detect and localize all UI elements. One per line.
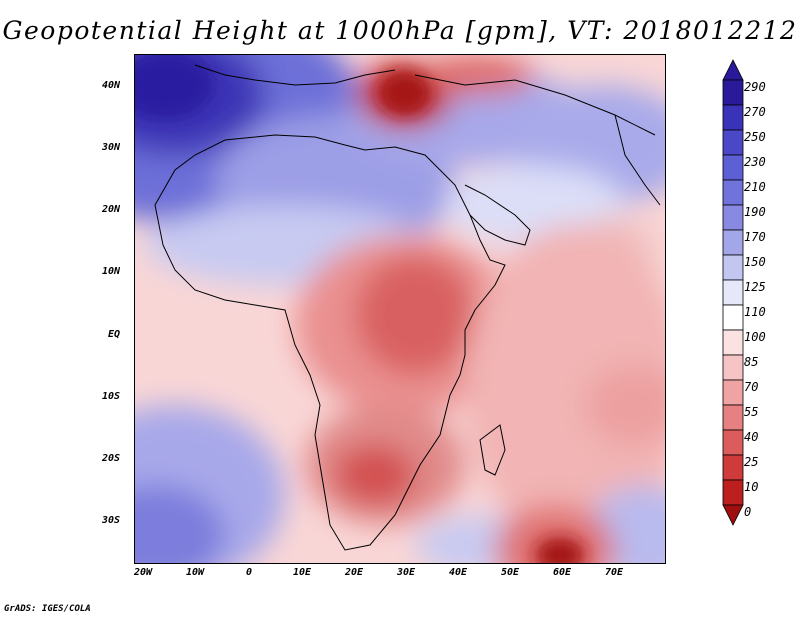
- colorbar-top-arrow: [722, 59, 744, 81]
- lon-label-40e: 40E: [449, 567, 468, 578]
- lon-label-70e: 70E: [605, 567, 624, 578]
- colorbar-swatch-150: [722, 254, 744, 281]
- colorbar-label-85: 85: [744, 355, 759, 369]
- colorbar-swatch-270: [722, 104, 744, 131]
- colorbar-swatch-190: [722, 204, 744, 231]
- map-panel: [134, 54, 666, 564]
- coastline-outlines: [154, 64, 661, 551]
- colorbar-bottom-arrow: [722, 504, 744, 526]
- colorbar-label-110: 110: [744, 305, 766, 319]
- colorbar-swatch-85: [722, 354, 744, 381]
- colorbar-swatch-100: [722, 329, 744, 356]
- colorbar-label-250: 250: [744, 130, 766, 144]
- lon-label-60e: 60E: [553, 567, 572, 578]
- map-field: [135, 55, 665, 563]
- colorbar-label-10: 10: [744, 480, 759, 494]
- lat-label-40n: 40N: [102, 80, 121, 91]
- colorbar-label-70: 70: [744, 380, 759, 394]
- colorbar-swatch-125: [722, 279, 744, 306]
- colorbar-swatch-55: [722, 404, 744, 431]
- colorbar-label-270: 270: [744, 105, 766, 119]
- colorbar-label-170: 170: [744, 230, 766, 244]
- colorbar-swatch-110: [722, 304, 744, 331]
- map-title: Geopotential Height at 1000hPa [gpm], VT…: [2, 16, 798, 45]
- colorbar-label-55: 55: [744, 405, 759, 419]
- colorbar-swatch-70: [722, 379, 744, 406]
- lat-label-30s: 30S: [102, 515, 121, 526]
- lat-label-20n: 20N: [102, 204, 121, 215]
- colorbar-label-125: 125: [744, 280, 766, 294]
- colorbar-swatch-290: [722, 79, 744, 106]
- colorbar-label-210: 210: [744, 180, 766, 194]
- lon-label-20w: 20W: [134, 567, 153, 578]
- lon-label-10w: 10W: [186, 567, 205, 578]
- colorbar-swatch-170: [722, 229, 744, 256]
- colorbar-swatch-25: [722, 454, 744, 481]
- lat-label-10s: 10S: [102, 391, 121, 402]
- lat-label-30n: 30N: [102, 142, 121, 153]
- colorbar: [722, 59, 744, 526]
- grads-credit: GrADS: IGES/COLA: [4, 604, 91, 614]
- lon-label-20e: 20E: [345, 567, 364, 578]
- lon-label-0: 0: [246, 567, 253, 578]
- lat-label-eq: EQ: [108, 329, 121, 340]
- colorbar-label-150: 150: [744, 255, 766, 269]
- lat-label-20s: 20S: [102, 453, 121, 464]
- colorbar-label-230: 230: [744, 155, 766, 169]
- colorbar-label-290: 290: [744, 80, 766, 94]
- colorbar-swatch-40: [722, 429, 744, 456]
- colorbar-swatch-10: [722, 479, 744, 506]
- colorbar-label-100: 100: [744, 330, 766, 344]
- lon-label-30e: 30E: [397, 567, 416, 578]
- colorbar-swatch-250: [722, 129, 744, 156]
- colorbar-label-40: 40: [744, 430, 759, 444]
- colorbar-label-25: 25: [744, 455, 759, 469]
- colorbar-label-0: 0: [744, 505, 752, 519]
- lon-label-10e: 10E: [293, 567, 312, 578]
- lon-label-50e: 50E: [501, 567, 520, 578]
- lat-label-10n: 10N: [102, 266, 121, 277]
- colorbar-swatch-210: [722, 179, 744, 206]
- colorbar-swatch-230: [722, 154, 744, 181]
- colorbar-label-190: 190: [744, 205, 766, 219]
